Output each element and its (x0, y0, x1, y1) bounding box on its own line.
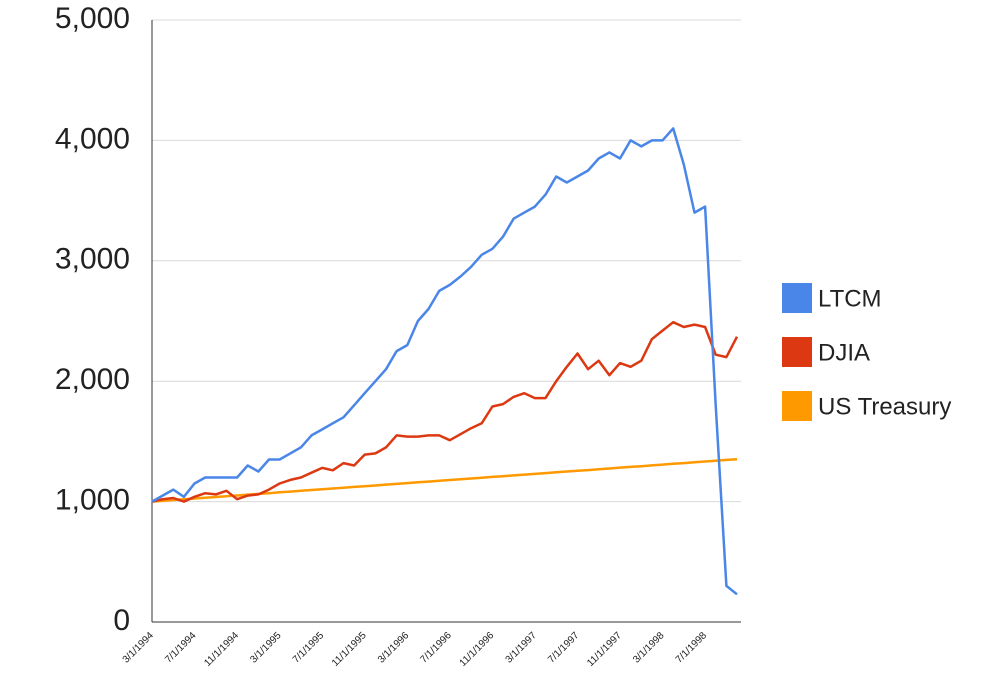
x-tick-label: 7/1/1997 (546, 630, 582, 666)
x-tick-label: 7/1/1998 (674, 630, 710, 666)
x-tick-label: 3/1/1997 (504, 630, 540, 666)
y-tick-label: 4,000 (55, 122, 130, 155)
line-series (151, 457, 738, 503)
y-tick-label: 5,000 (55, 2, 130, 35)
line-series (151, 127, 738, 596)
y-tick-label: 1,000 (55, 484, 130, 517)
line-series (151, 320, 739, 503)
legend-swatch (782, 391, 812, 421)
x-tick-label: 3/1/1995 (248, 630, 284, 666)
x-tick-label: 7/1/1996 (418, 630, 454, 666)
x-tick-label: 3/1/1998 (631, 630, 667, 666)
y-tick-label: 2,000 (55, 363, 130, 396)
x-tick-label: 7/1/1995 (291, 630, 327, 666)
y-tick-label: 0 (113, 604, 130, 637)
x-tick-label: 11/1/1994 (202, 630, 241, 669)
y-tick-label: 3,000 (55, 243, 130, 276)
x-tick-label: 11/1/1996 (458, 630, 497, 669)
legend-swatch (782, 337, 812, 367)
legend-swatch (782, 283, 812, 313)
x-tick-label: 3/1/1996 (376, 630, 412, 666)
x-tick-label: 11/1/1995 (330, 630, 369, 669)
x-tick-label: 11/1/1997 (585, 630, 624, 669)
legend-label: LTCM (818, 285, 882, 312)
legend-label: DJIA (818, 339, 870, 366)
legend-label: US Treasury (818, 393, 951, 420)
x-tick-label: 7/1/1994 (163, 630, 199, 666)
